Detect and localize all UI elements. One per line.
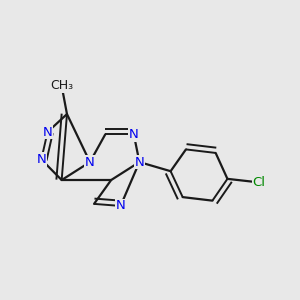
Text: N: N — [85, 156, 95, 169]
Text: N: N — [37, 153, 46, 166]
Text: N: N — [116, 200, 125, 212]
Text: Cl: Cl — [252, 176, 266, 189]
Text: N: N — [43, 125, 52, 139]
Text: CH₃: CH₃ — [50, 79, 73, 92]
Text: N: N — [134, 156, 144, 169]
Text: N: N — [129, 128, 139, 141]
